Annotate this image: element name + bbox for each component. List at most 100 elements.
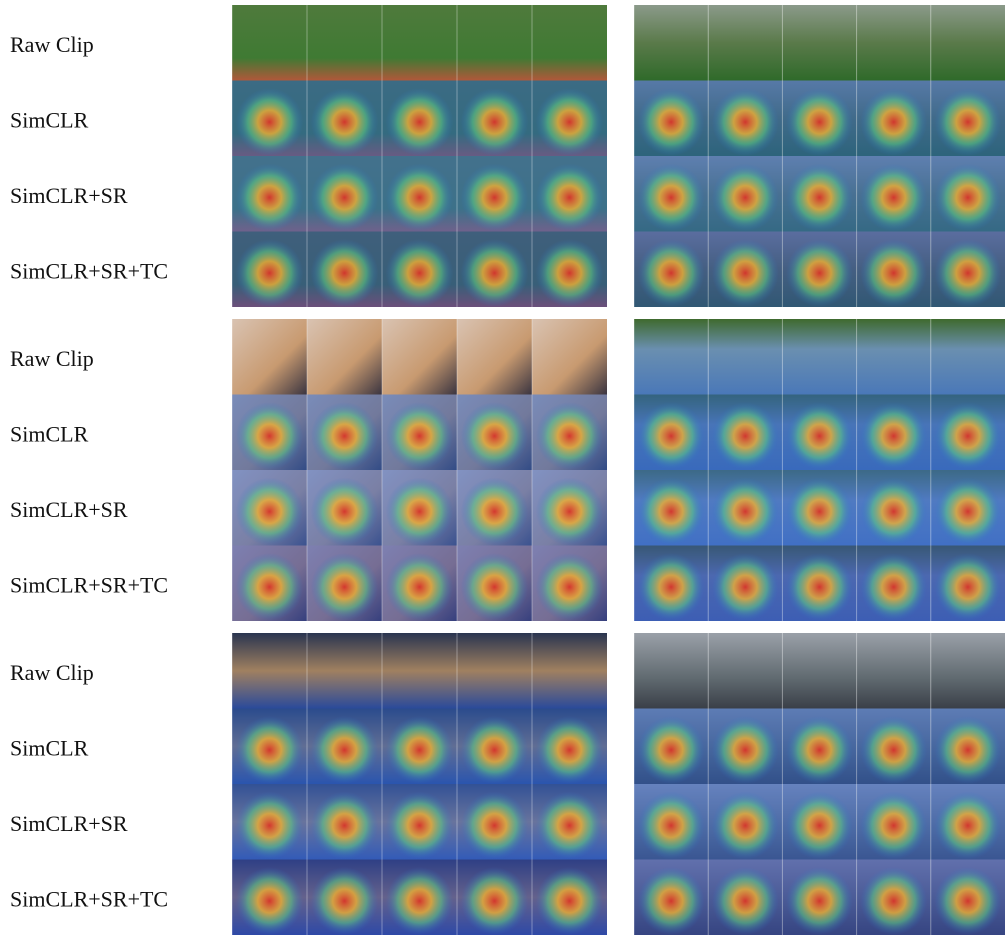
- heatmap-blob: [712, 792, 779, 860]
- heatmap-blob: [935, 402, 1002, 470]
- heatmap-blob: [860, 867, 927, 935]
- row-label: SimCLR+SR+TC: [10, 259, 168, 284]
- frame: [457, 5, 532, 81]
- frame: [708, 319, 782, 395]
- heatmap-blob: [712, 402, 779, 470]
- heatmap-blob: [461, 867, 529, 935]
- heatmap-blob: [935, 239, 1002, 307]
- heatmap-blob: [386, 478, 454, 546]
- heatmap-blob: [536, 164, 604, 232]
- heatmap-blob: [536, 716, 604, 784]
- frame: [634, 319, 708, 395]
- frame: [457, 633, 532, 709]
- heatmap-blob: [860, 164, 927, 232]
- frame: [782, 5, 856, 81]
- heatmap-blob: [786, 478, 853, 546]
- heatmap-blob: [638, 88, 705, 156]
- heatmap-blob: [536, 478, 604, 546]
- heatmap-blob: [236, 402, 304, 470]
- heatmap-blob: [786, 239, 853, 307]
- frame: [857, 5, 931, 81]
- frame: [382, 633, 457, 709]
- frame: [232, 633, 307, 709]
- heatmap-blob: [786, 88, 853, 156]
- heatmap-blob: [386, 553, 454, 621]
- heatmap-blob: [311, 553, 379, 621]
- heatmap-blob: [786, 164, 853, 232]
- heatmap-blob: [786, 792, 853, 860]
- frame: [782, 633, 856, 709]
- heatmap-blob: [860, 402, 927, 470]
- heatmap-blob: [236, 88, 304, 156]
- heatmap-blob: [860, 553, 927, 621]
- heatmap-blob: [712, 553, 779, 621]
- heatmap-blob: [461, 478, 529, 546]
- row-label: SimCLR: [10, 108, 89, 133]
- frame: [857, 319, 931, 395]
- heatmap-blob: [461, 402, 529, 470]
- heatmap-blob: [236, 239, 304, 307]
- heatmap-blob: [935, 792, 1002, 860]
- frame: [931, 319, 1005, 395]
- heatmap-blob: [461, 239, 529, 307]
- heatmap-blob: [935, 553, 1002, 621]
- heatmap-blob: [536, 88, 604, 156]
- heatmap-blob: [712, 867, 779, 935]
- frame: [307, 633, 382, 709]
- frame: [931, 633, 1005, 709]
- heatmap-blob: [860, 478, 927, 546]
- heatmap-blob: [638, 478, 705, 546]
- heatmap-blob: [786, 867, 853, 935]
- heatmap-blob: [712, 478, 779, 546]
- row-label: Raw Clip: [10, 32, 94, 57]
- frame: [232, 319, 307, 395]
- heatmap-blob: [236, 716, 304, 784]
- row-label: SimCLR+SR: [10, 497, 128, 522]
- heatmap-blob: [638, 164, 705, 232]
- heatmap-blob: [461, 553, 529, 621]
- heatmap-blob: [461, 792, 529, 860]
- page: {"groups": [ {"rows": ["Raw Clip", "SimC…: [0, 0, 1005, 937]
- frame: [708, 5, 782, 81]
- frame: [532, 633, 607, 709]
- heatmap-blob: [461, 716, 529, 784]
- heatmap-blob: [712, 716, 779, 784]
- heatmap-blob: [786, 402, 853, 470]
- row-label: Raw Clip: [10, 660, 94, 685]
- heatmap-blob: [386, 716, 454, 784]
- heatmap-blob: [236, 478, 304, 546]
- frame: [457, 319, 532, 395]
- row-label: SimCLR: [10, 736, 89, 761]
- row-label: SimCLR: [10, 422, 89, 447]
- heatmap-blob: [638, 402, 705, 470]
- frame: [382, 5, 457, 81]
- heatmap-blob: [386, 867, 454, 935]
- heatmap-blob: [712, 164, 779, 232]
- heatmap-blob: [461, 88, 529, 156]
- heatmap-blob: [935, 478, 1002, 546]
- heatmap-blob: [935, 164, 1002, 232]
- frame: [382, 319, 457, 395]
- heatmap-blob: [860, 716, 927, 784]
- row-label: SimCLR+SR: [10, 811, 128, 836]
- heatmap-blob: [311, 716, 379, 784]
- heatmap-blob: [638, 553, 705, 621]
- heatmap-blob: [638, 716, 705, 784]
- heatmap-blob: [638, 239, 705, 307]
- heatmap-blob: [236, 867, 304, 935]
- frame: [634, 633, 708, 709]
- heatmap-blob: [461, 164, 529, 232]
- heatmap-blob: [311, 867, 379, 935]
- heatmap-blob: [860, 239, 927, 307]
- heatmap-blob: [536, 553, 604, 621]
- heatmap-blob: [638, 867, 705, 935]
- frame: [532, 5, 607, 81]
- row-label: SimCLR+SR+TC: [10, 887, 168, 912]
- heatmap-blob: [311, 88, 379, 156]
- heatmap-blob: [236, 553, 304, 621]
- heatmap-blob: [786, 553, 853, 621]
- frame: [532, 319, 607, 395]
- heatmap-blob: [386, 239, 454, 307]
- heatmap-blob: [386, 164, 454, 232]
- heatmap-blob: [311, 792, 379, 860]
